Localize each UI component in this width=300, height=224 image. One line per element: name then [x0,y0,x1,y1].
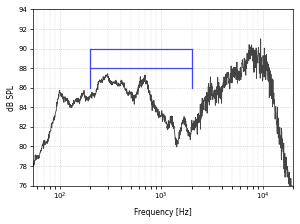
Y-axis label: dB SPL: dB SPL [7,84,16,111]
X-axis label: Frequency [Hz]: Frequency [Hz] [134,208,192,217]
